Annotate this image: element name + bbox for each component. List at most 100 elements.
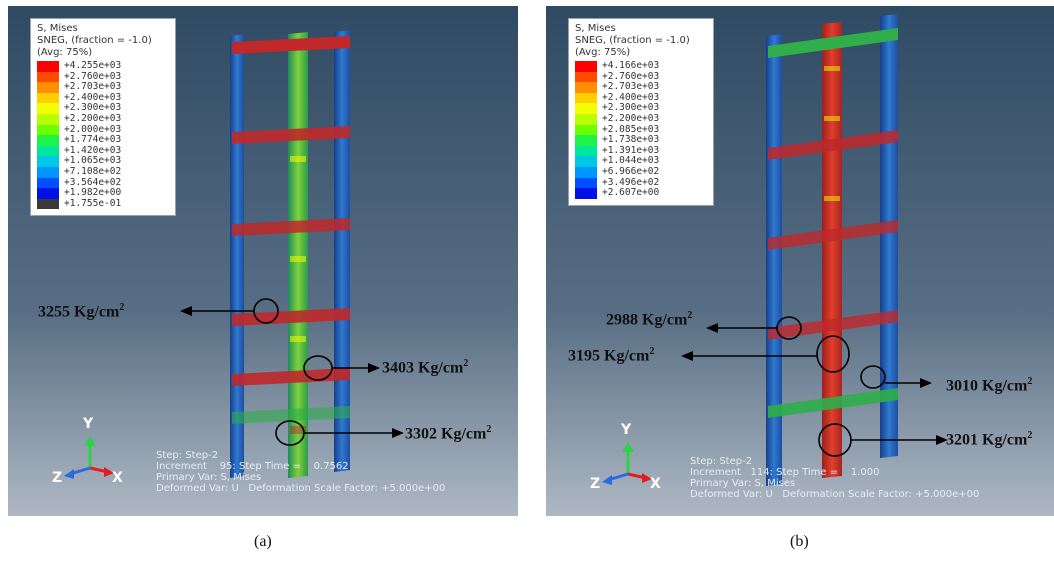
legend-tick-label: +4.255e+03 — [64, 60, 122, 71]
legend-swatch — [575, 103, 597, 114]
stress-callout-3: 3010 Kg/cm2 — [946, 376, 1032, 395]
right-column — [334, 30, 350, 472]
middle-column — [288, 32, 308, 478]
legend-tick-label: +2.760e+03 — [64, 70, 122, 82]
callout-value: 3195 Kg/cm — [568, 347, 650, 365]
axis-triad — [602, 442, 652, 485]
middle-column — [822, 22, 842, 478]
triad-x-label: X — [650, 476, 661, 492]
legend-swatch — [37, 156, 59, 167]
triad-y-label: Y — [83, 416, 94, 432]
legend-swatch — [37, 135, 59, 146]
legend-swatch — [575, 71, 597, 83]
legend-tick-label: +1.391e+03 — [602, 144, 660, 156]
step-line: Increment 95: Step Time = 0.7562 — [156, 461, 349, 472]
legend-row: +2.703e+03 — [37, 82, 169, 93]
legend-row: +1.982e+00 — [37, 188, 169, 199]
legend-row: +2.300e+03 — [575, 103, 707, 114]
legend-swatch — [575, 124, 597, 136]
step-info-a: Step: Step-2 Increment 95: Step Time = 0.… — [156, 450, 445, 494]
legend-tick-label: +2.300e+03 — [602, 102, 660, 114]
legend-scale: +4.255e+03 +2.760e+03 +2.703e+03 +2.400e+03… — [37, 60, 169, 210]
legend-row: +1.755e-01 — [37, 198, 169, 210]
legend-row: +2.200e+03 — [37, 112, 169, 125]
legend-tick-label: +2.085e+03 — [602, 123, 660, 135]
legend-tick-label: +2.607e+00 — [602, 187, 660, 199]
legend-swatch — [575, 145, 597, 157]
legend-row: +2.200e+03 — [575, 113, 707, 125]
legend-scale: +4.166e+03 +2.760e+03 +2.703e+03 +2.400e+03… — [575, 60, 707, 199]
callout-value: 2988 Kg/cm — [606, 311, 688, 329]
legend-swatch — [575, 92, 597, 104]
callout-value: 3010 Kg/cm — [946, 377, 1028, 395]
legend-swatch — [37, 188, 59, 199]
legend-swatch — [37, 113, 59, 125]
triad-x-label: X — [112, 470, 123, 486]
callout-value: 3403 Kg/cm — [382, 359, 464, 377]
viewport-b: Y X Z S, Mises SNEG, (fraction = -1.0) (… — [546, 6, 1054, 516]
legend-swatch — [575, 166, 597, 178]
legend-row: +1.065e+03 — [37, 156, 169, 167]
legend-swatch — [37, 166, 59, 178]
legend-tick-label: +2.760e+03 — [602, 70, 660, 82]
callout-unit-exponent: 2 — [649, 346, 655, 357]
column-stress-bands — [824, 66, 840, 201]
column-stress-bands — [290, 156, 306, 434]
legend-tick-label: +2.300e+03 — [64, 102, 122, 114]
caption-a: (a) — [254, 533, 272, 550]
caption-b: (b) — [790, 533, 809, 550]
legend-swatch — [37, 124, 59, 136]
legend-tick-label: +1.420e+03 — [64, 144, 122, 156]
stress-callout-1: 3255 Kg/cm2 — [38, 302, 124, 321]
stress-callout-2: 3195 Kg/cm2 — [568, 346, 654, 365]
legend-title-line: (Avg: 75%) — [37, 47, 93, 58]
legend-row: +4.166e+03 — [575, 60, 707, 72]
legend-tick-label: +1.738e+03 — [602, 134, 660, 146]
viewport-a: Y X Z S, Mises SNEG, (fraction = -1.0) (… — [8, 6, 518, 516]
legend-swatch — [575, 61, 597, 72]
legend-a: S, Mises SNEG, (fraction = -1.0) (Avg: 7… — [30, 18, 176, 217]
legend-swatch — [37, 198, 59, 210]
legend-row: +7.108e+02 — [37, 166, 169, 178]
left-column — [230, 34, 244, 478]
legend-swatch — [575, 135, 597, 146]
legend-row: +1.391e+03 — [575, 144, 707, 157]
stress-callout-4: 3201 Kg/cm2 — [946, 430, 1032, 449]
stress-callout-3: 3302 Kg/cm2 — [405, 424, 491, 443]
triad-y-label: Y — [621, 422, 632, 438]
legend-tick-label: +2.703e+03 — [602, 81, 660, 93]
legend-row: +1.738e+03 — [575, 135, 707, 146]
legend-swatch — [37, 177, 59, 189]
triad-z-label: Z — [590, 476, 601, 492]
legend-title-line: (Avg: 75%) — [575, 47, 631, 58]
legend-tick-label: +2.000e+03 — [64, 123, 122, 135]
step-line: Step: Step-2 — [156, 450, 219, 461]
legend-title-line: SNEG, (fraction = -1.0) — [575, 35, 690, 46]
legend-tick-label: +3.496e+02 — [602, 176, 660, 188]
legend-swatch — [575, 82, 597, 93]
callout-unit-exponent: 2 — [687, 310, 693, 321]
model-render-a — [8, 6, 518, 516]
hotspot-marker-3 — [860, 365, 886, 389]
axis-triad — [64, 436, 114, 479]
legend-row: +2.607e+00 — [575, 188, 707, 199]
callout-unit-exponent: 2 — [1027, 430, 1033, 441]
left-column — [766, 34, 782, 486]
legend-title-line: SNEG, (fraction = -1.0) — [37, 35, 152, 46]
legend-swatch — [37, 71, 59, 83]
callout-unit-exponent: 2 — [1027, 376, 1033, 387]
step-line: Deformed Var: U Deformation Scale Factor… — [156, 483, 446, 494]
legend-row: +1.044e+03 — [575, 156, 707, 167]
legend-swatch — [575, 156, 597, 167]
legend-swatch — [37, 103, 59, 114]
legend-swatch — [575, 188, 597, 199]
legend-tick-label: +6.966e+02 — [602, 165, 660, 177]
legend-b: S, Mises SNEG, (fraction = -1.0) (Avg: 7… — [568, 18, 714, 206]
triad-z-label: Z — [52, 470, 63, 486]
legend-tick-label: +2.200e+03 — [64, 112, 122, 124]
callout-value: 3255 Kg/cm — [38, 303, 120, 321]
legend-row: +2.300e+03 — [37, 103, 169, 114]
legend-row: +4.255e+03 — [37, 60, 169, 72]
legend-tick-label: +3.564e+02 — [64, 176, 122, 188]
callout-unit-exponent: 2 — [463, 358, 469, 369]
